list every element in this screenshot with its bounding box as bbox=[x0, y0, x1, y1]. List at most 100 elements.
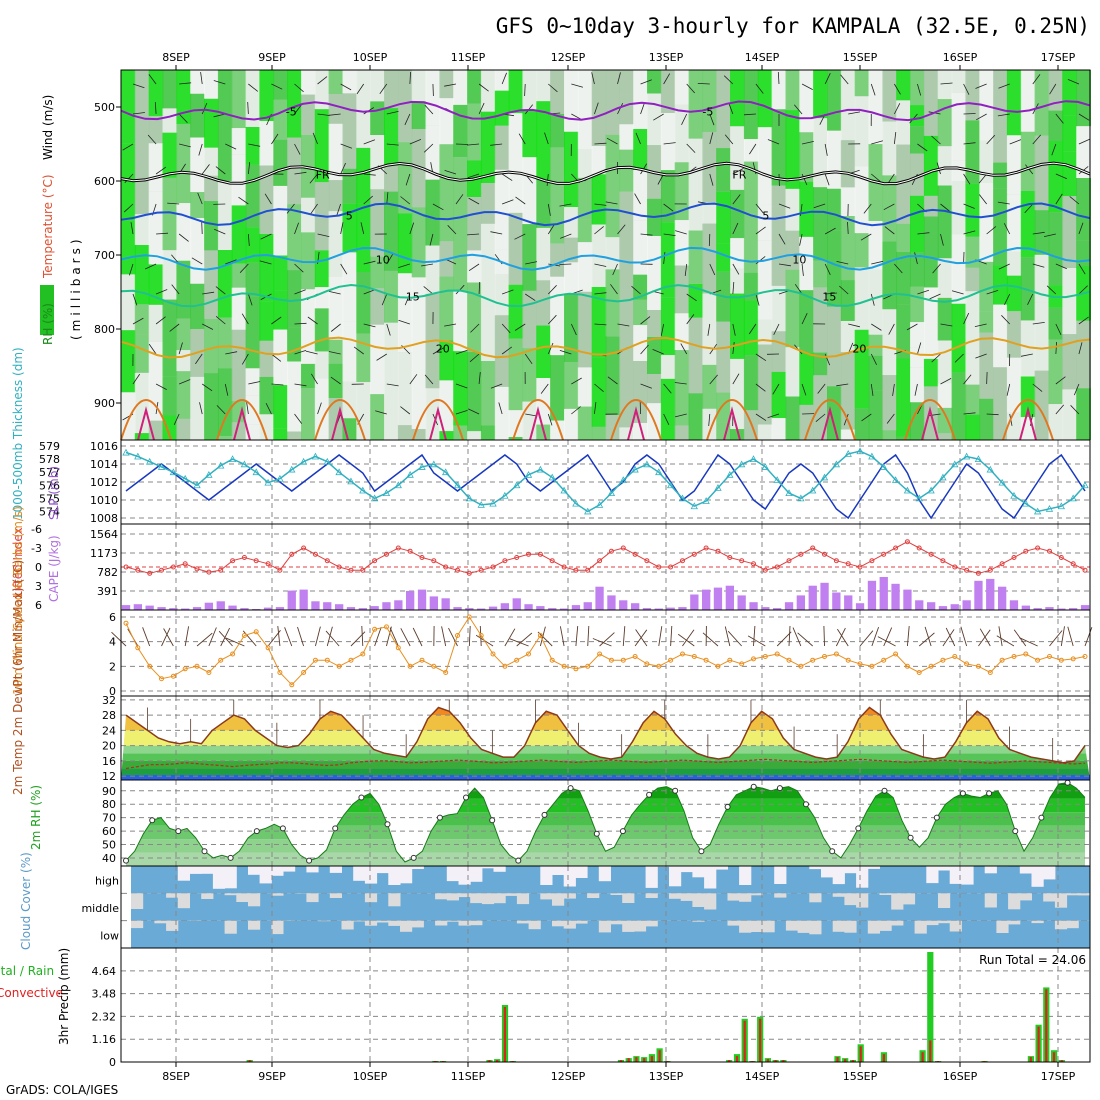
rh-patch bbox=[342, 381, 358, 419]
rh-patch bbox=[660, 70, 676, 113]
wind-barb bbox=[914, 252, 918, 265]
rh-patch bbox=[937, 99, 953, 147]
wind-barb bbox=[1032, 322, 1045, 325]
wind-barb bbox=[363, 139, 376, 145]
rh-patch bbox=[356, 70, 372, 148]
wind-barb bbox=[1051, 143, 1057, 156]
cloud-clear-block bbox=[809, 920, 822, 935]
wind-speed-marker bbox=[940, 657, 946, 663]
surface-wind-barb bbox=[575, 626, 579, 647]
surface-wind-barb bbox=[906, 626, 910, 647]
slp-tick-label: 1012 bbox=[90, 476, 118, 489]
thickness-marker bbox=[844, 450, 852, 457]
wind-speed-marker bbox=[762, 654, 768, 659]
rh-marker bbox=[515, 857, 522, 864]
wind-barb bbox=[997, 201, 1010, 205]
rh-patch bbox=[342, 321, 358, 382]
wind-speed-marker bbox=[336, 663, 342, 669]
rh-patch bbox=[287, 161, 302, 205]
thickness-marker bbox=[465, 494, 474, 502]
wind-barb bbox=[883, 203, 895, 211]
wind-barb bbox=[732, 168, 744, 175]
wind-speed-marker bbox=[975, 663, 981, 669]
cloud-clear-block bbox=[879, 893, 892, 895]
rh-ylabel: 2m RH (%) bbox=[29, 785, 43, 850]
thickness-marker bbox=[394, 481, 402, 489]
wind-barb bbox=[1055, 263, 1067, 270]
rh-patch bbox=[840, 140, 856, 188]
wind-barb bbox=[709, 132, 714, 145]
cloud-level-label: middle bbox=[81, 902, 119, 915]
wind-barb bbox=[839, 285, 849, 295]
wind-barb bbox=[330, 376, 341, 385]
rh-patch bbox=[494, 125, 510, 170]
wind-barb bbox=[122, 143, 134, 151]
thickness-marker bbox=[607, 489, 616, 497]
rh-patch bbox=[1076, 70, 1091, 127]
wind-barb bbox=[871, 323, 882, 331]
thickness-marker bbox=[560, 486, 568, 494]
rh-patch bbox=[854, 408, 870, 440]
wind-barb bbox=[663, 142, 676, 145]
precip-convective-bar bbox=[1029, 1057, 1032, 1062]
rh-band bbox=[126, 782, 1085, 786]
rh-patch bbox=[716, 392, 731, 423]
cloud-clear-block bbox=[727, 920, 740, 926]
rh-patch bbox=[176, 418, 192, 440]
cape-bar bbox=[1045, 607, 1054, 610]
bottom-date-label: 11SEP bbox=[451, 1070, 486, 1083]
rh-marker bbox=[646, 791, 653, 798]
wind-barb bbox=[606, 137, 618, 145]
lifted-index-marker bbox=[620, 545, 626, 551]
cape-bar bbox=[181, 608, 190, 610]
surface-wind-barb bbox=[400, 628, 411, 647]
cape-bar bbox=[844, 595, 853, 610]
rh-patch bbox=[384, 322, 399, 385]
rh-patch bbox=[287, 327, 302, 362]
wind-barb bbox=[501, 173, 513, 181]
wind-barb bbox=[940, 82, 953, 85]
rh-marker bbox=[227, 854, 234, 861]
thickness-marker bbox=[181, 474, 189, 482]
rh-patch bbox=[134, 372, 150, 434]
wind-barb bbox=[1055, 323, 1062, 335]
wind-speed-marker bbox=[751, 656, 756, 662]
rh-patch bbox=[217, 70, 233, 105]
lifted-index-marker bbox=[739, 558, 745, 564]
wind-barb bbox=[216, 405, 226, 415]
wind-barb bbox=[1055, 376, 1066, 385]
wind-barb bbox=[178, 342, 183, 355]
wind-barb bbox=[571, 406, 581, 415]
rh-marker bbox=[436, 814, 443, 821]
rh-patch bbox=[868, 334, 884, 356]
rh-patch bbox=[743, 139, 759, 162]
cloud-clear-block bbox=[505, 893, 518, 896]
wind-barb bbox=[836, 383, 849, 387]
precip-convective-bar bbox=[496, 1060, 499, 1062]
surface-wind-barb bbox=[918, 632, 935, 647]
cape-bar bbox=[998, 586, 1007, 610]
bottom-date-label: 16SEP bbox=[943, 1070, 978, 1083]
rh-patch bbox=[840, 216, 856, 281]
rh-patch bbox=[467, 431, 482, 440]
wind-barb bbox=[594, 263, 607, 267]
wind-barb bbox=[145, 263, 157, 270]
thickness-marker bbox=[370, 494, 379, 502]
rh-patch bbox=[190, 137, 205, 192]
wind-barb bbox=[478, 83, 489, 92]
wind-speed-marker bbox=[277, 670, 283, 675]
wind-barb bbox=[548, 83, 558, 93]
rh-patch bbox=[965, 120, 981, 184]
wind-barb bbox=[386, 323, 391, 336]
rh-patch bbox=[480, 111, 496, 183]
rh-patch bbox=[910, 402, 925, 440]
lifted-index-tick-label: 0 bbox=[35, 561, 42, 574]
wind-barb bbox=[294, 83, 304, 93]
cape-bar bbox=[512, 598, 521, 610]
rh-patch bbox=[162, 415, 178, 440]
rh-marker bbox=[253, 828, 260, 835]
wind-barb bbox=[848, 323, 860, 328]
cloud-clear-block bbox=[867, 866, 880, 869]
rh-patch bbox=[591, 174, 607, 225]
wind-barb bbox=[525, 261, 538, 265]
